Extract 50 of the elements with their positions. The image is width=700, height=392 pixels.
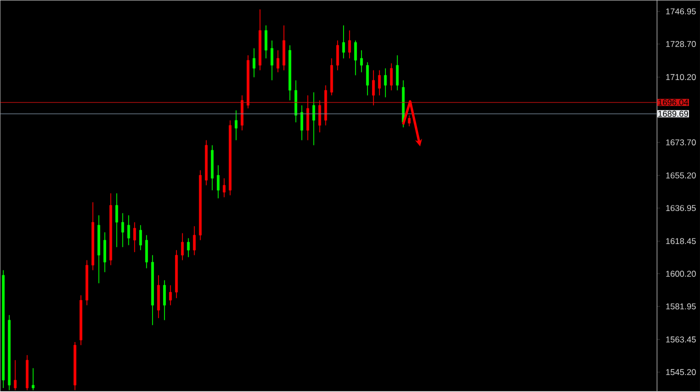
y-tick-label: 1581.95 bbox=[666, 304, 696, 310]
y-tick-label: 1710.20 bbox=[666, 74, 696, 80]
candlestick bbox=[193, 226, 196, 256]
candlestick bbox=[270, 40, 274, 81]
candlestick bbox=[372, 70, 375, 106]
candlestick bbox=[163, 280, 166, 321]
candlestick bbox=[342, 25, 345, 59]
candlestick bbox=[187, 238, 190, 258]
candlestick bbox=[264, 25, 268, 59]
candlestick bbox=[169, 284, 172, 306]
candlestick bbox=[312, 92, 316, 146]
candlestick bbox=[276, 50, 280, 73]
candlestick bbox=[234, 110, 238, 141]
y-tick-label: 1746.95 bbox=[666, 8, 696, 15]
candlestick bbox=[216, 165, 220, 199]
candlestick bbox=[139, 224, 142, 251]
y-tick-label: 1636.95 bbox=[666, 205, 696, 212]
candlestick bbox=[366, 62, 369, 96]
candlestick bbox=[378, 70, 381, 96]
candlestick bbox=[32, 368, 34, 391]
candlestick bbox=[133, 222, 136, 253]
candlestick bbox=[300, 105, 304, 141]
y-tick-label: 1563.45 bbox=[666, 336, 696, 343]
candlestick bbox=[103, 232, 106, 273]
candlestick bbox=[348, 30, 351, 59]
y-tick-label: 1673.70 bbox=[666, 140, 696, 146]
y-tick-label: 1600.20 bbox=[666, 270, 696, 277]
candlestick bbox=[306, 95, 310, 141]
ref-line-label: 1689.69 bbox=[658, 110, 688, 117]
candlestick bbox=[145, 234, 148, 269]
y-tick-label: 1728.70 bbox=[666, 41, 696, 48]
candlestick bbox=[14, 360, 17, 391]
candlestick bbox=[252, 48, 256, 78]
candlestick bbox=[354, 40, 357, 76]
candlestick bbox=[384, 68, 387, 98]
candlestick bbox=[115, 193, 118, 248]
candlestick bbox=[121, 212, 124, 248]
candlestick bbox=[408, 115, 411, 127]
y-tick-label: 1655.20 bbox=[666, 172, 696, 179]
candlestick bbox=[127, 215, 130, 246]
candlestick bbox=[360, 50, 363, 73]
y-tick-label: 1545.20 bbox=[666, 369, 696, 376]
candlestick bbox=[181, 232, 184, 261]
candlestick bbox=[396, 55, 399, 91]
candlestick bbox=[336, 40, 339, 71]
ref-line-label: 1696.04 bbox=[658, 100, 688, 106]
candlestick bbox=[390, 63, 393, 91]
y-tick-label: 1618.45 bbox=[666, 238, 696, 244]
candlestick bbox=[222, 178, 226, 198]
candlestick bbox=[318, 100, 322, 133]
